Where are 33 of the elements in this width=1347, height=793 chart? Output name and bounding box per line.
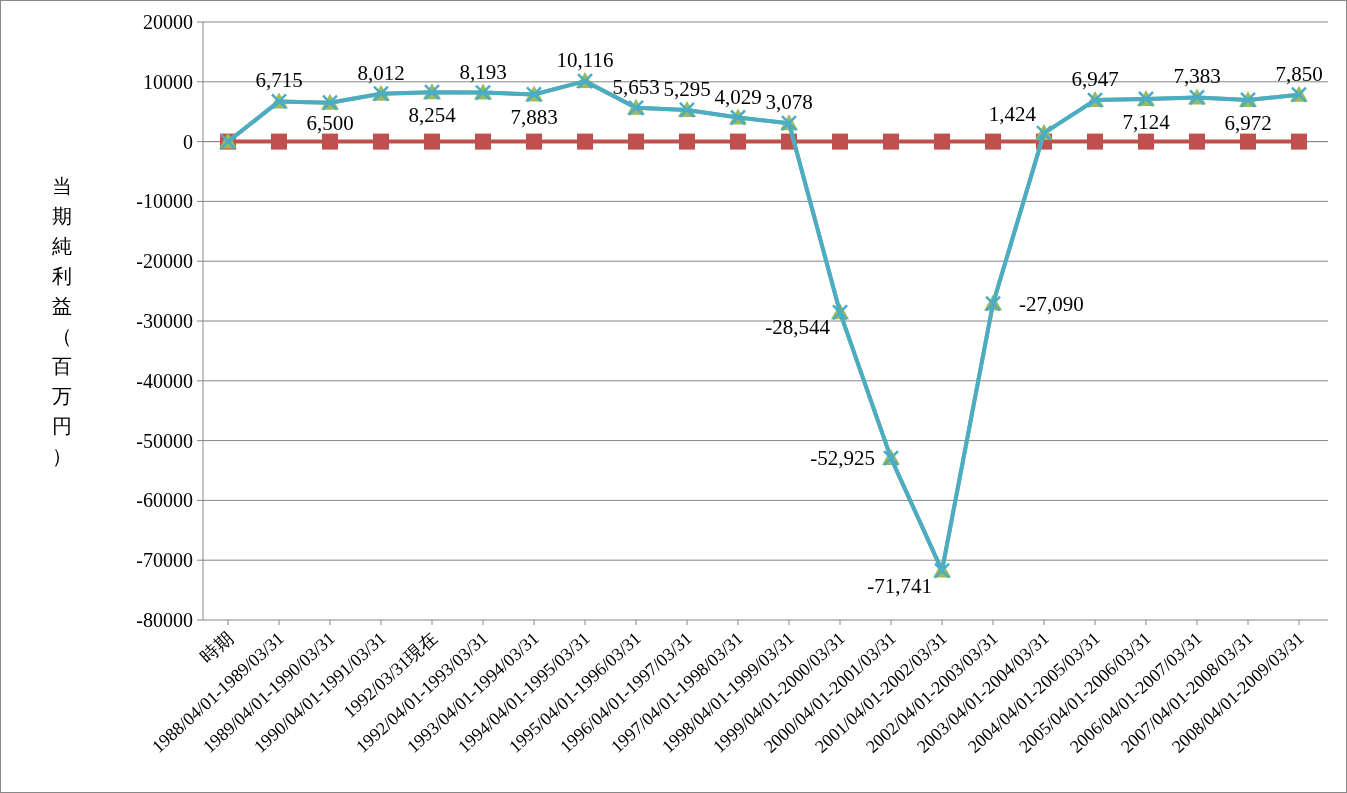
data-label: 7,883 (510, 105, 558, 130)
data-label: 7,124 (1122, 110, 1171, 134)
data-label: 5,295 (663, 76, 711, 101)
y-tick-label: -20000 (136, 250, 193, 273)
data-label: 5,653 (612, 74, 660, 99)
data-label: 6,715 (255, 68, 303, 93)
y-tick-label: -30000 (136, 310, 193, 332)
y-tick-label: -50000 (136, 429, 193, 452)
y-tick-label: 0 (183, 130, 193, 153)
y-tick-label: -10000 (136, 190, 193, 213)
data-label: 8,254 (408, 103, 457, 128)
y-tick-label: -60000 (136, 489, 193, 512)
data-label: 7,850 (1275, 61, 1323, 86)
text: 当期純利益（百万円） (52, 174, 72, 468)
data-label: 6,972 (1224, 110, 1272, 135)
data-label: 7,383 (1173, 64, 1221, 89)
data-label: 10,116 (556, 48, 614, 73)
y-tick-label: -40000 (136, 369, 193, 392)
data-label: 6,947 (1071, 67, 1119, 92)
data-label: 6,500 (306, 110, 354, 135)
data-label: -27,090 (1019, 291, 1084, 316)
data-label: -52,925 (810, 446, 875, 471)
data-label: -71,741 (867, 573, 932, 598)
y-tick-label: -70000 (136, 549, 193, 572)
data-label: -28,544 (765, 315, 831, 340)
data-label: 4,029 (714, 84, 762, 109)
data-label: 8,193 (459, 59, 507, 84)
data-label: 1,424 (988, 102, 1037, 127)
data-label: 8,012 (357, 60, 405, 85)
data-label: 3,078 (765, 90, 813, 115)
y-tick-label: 10000 (143, 70, 193, 93)
y-tick-label: -80000 (136, 609, 193, 631)
y-tick-label: 20000 (143, 11, 193, 33)
